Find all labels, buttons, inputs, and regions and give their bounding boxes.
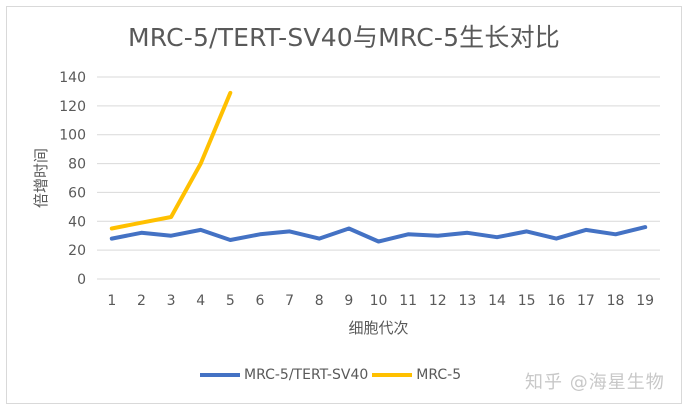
- x-tick-label: 12: [429, 293, 447, 309]
- legend-swatch-blue-icon: [200, 373, 240, 377]
- y-tick-label: 20: [68, 243, 86, 259]
- x-tick-label: 5: [226, 293, 235, 309]
- x-tick-label: 4: [196, 293, 205, 309]
- x-tick-label: 7: [285, 293, 294, 309]
- x-tick-label: 9: [344, 293, 353, 309]
- x-tick-label: 17: [577, 293, 595, 309]
- x-tick-label: 1: [107, 293, 116, 309]
- series-line-1: [109, 90, 233, 231]
- x-tick-label: 18: [607, 293, 625, 309]
- x-axis-label: 细胞代次: [348, 319, 408, 337]
- x-tick-label: 16: [547, 293, 565, 309]
- chart-legend: MRC-5/TERT-SV40 MRC-5: [200, 367, 465, 383]
- legend-item-series-1: MRC-5: [372, 367, 461, 383]
- y-axis-label: 倍增时间: [32, 148, 50, 208]
- legend-label: MRC-5: [416, 367, 462, 383]
- y-tick-label: 0: [77, 272, 86, 288]
- x-tick-label: 8: [315, 293, 324, 309]
- watermark: 知乎 @海星生物: [525, 372, 665, 393]
- y-tick-label: 60: [68, 185, 86, 201]
- legend-swatch-yellow-icon: [372, 373, 413, 377]
- x-tick-label: 19: [636, 293, 654, 309]
- x-tick-label: 15: [518, 293, 536, 309]
- x-tick-label: 13: [458, 293, 476, 309]
- x-tick-label: 11: [399, 293, 417, 309]
- y-tick-label: 80: [68, 157, 86, 173]
- y-tick-label: 140: [59, 70, 86, 86]
- y-tick-label: 120: [59, 99, 86, 115]
- y-tick-label: 40: [68, 214, 86, 230]
- x-tick-label: 2: [137, 293, 146, 309]
- legend-label: MRC-5/TERT-SV40: [244, 367, 369, 383]
- x-tick-label: 10: [370, 293, 388, 309]
- x-tick-label: 6: [256, 293, 265, 309]
- y-tick-label: 100: [59, 128, 86, 144]
- x-tick-label: 14: [488, 293, 506, 309]
- x-tick-label: 3: [167, 293, 176, 309]
- legend-item-series-0: MRC-5/TERT-SV40: [200, 367, 368, 383]
- chart-title: MRC-5/TERT-SV40与MRC-5生长对比: [128, 23, 560, 52]
- chart-frame: [6, 6, 682, 404]
- series-line-0: [109, 225, 648, 244]
